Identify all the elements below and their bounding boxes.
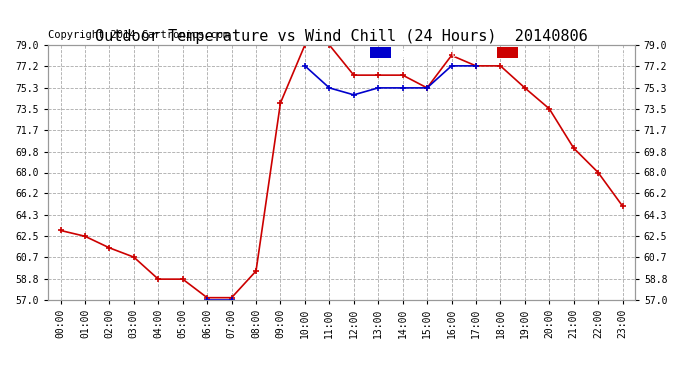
Legend: Wind Chill  (°F), Temperature  (°F): Wind Chill (°F), Temperature (°F) — [368, 45, 629, 60]
Text: Copyright 2014 Cartronics.com: Copyright 2014 Cartronics.com — [48, 30, 230, 40]
Title: Outdoor Temperature vs Wind Chill (24 Hours)  20140806: Outdoor Temperature vs Wind Chill (24 Ho… — [95, 29, 588, 44]
